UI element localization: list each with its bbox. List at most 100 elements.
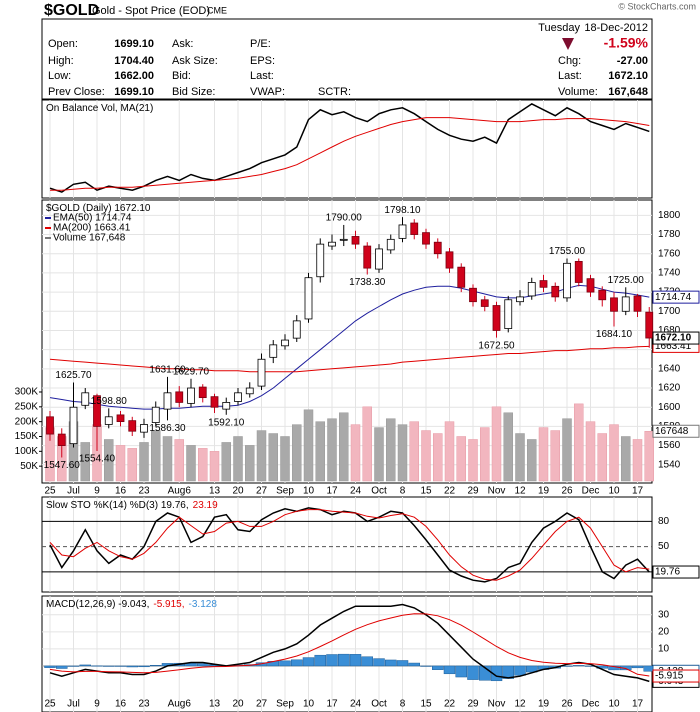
- panel-title: On Balance Vol, MA(21): [46, 103, 153, 114]
- volume-bar: [256, 430, 267, 482]
- x-tick-label: 16: [115, 699, 127, 710]
- candle-body: [574, 260, 583, 283]
- quote-label: P/E:: [250, 38, 271, 50]
- indicator-line: [49, 613, 650, 677]
- histogram-bar: [291, 659, 303, 667]
- moving-average: [49, 345, 650, 373]
- x-tick-label: 22: [444, 699, 456, 710]
- x-tick-label: 27: [256, 699, 268, 710]
- x-tick-label: Nov: [488, 699, 506, 710]
- panel-frame: [41, 595, 653, 712]
- x-tick-label: 26: [561, 486, 573, 497]
- x-tick-label: 13: [209, 486, 221, 497]
- price-annotation: 1598.80: [91, 396, 128, 407]
- candle-body: [516, 296, 524, 303]
- volume-bar: [632, 439, 643, 482]
- value-box: [652, 424, 700, 438]
- histogram-bar: [44, 665, 56, 668]
- volume-bar: [444, 421, 455, 482]
- x-tick-label: 10: [608, 486, 620, 497]
- candle-body: [198, 386, 207, 399]
- quote-value: -27.00: [617, 55, 648, 67]
- volume-bar: [503, 412, 513, 482]
- candle-body: [410, 222, 419, 235]
- price-annotation: 1554.40: [79, 454, 116, 465]
- quote-label: SCTR:: [318, 86, 351, 98]
- volume-bar: [456, 436, 466, 482]
- quote-label: Last:: [558, 70, 582, 82]
- volume-bar: [515, 433, 525, 482]
- x-tick-label: Dec: [582, 699, 600, 710]
- panel-title-part: On Balance Vol, MA(21): [46, 103, 153, 114]
- volume-bar: [527, 439, 537, 482]
- quote-label: VWAP:: [250, 86, 285, 98]
- candle-body: [292, 320, 301, 339]
- volume-bar: [315, 421, 325, 482]
- histogram-bar: [138, 665, 150, 668]
- candle-body: [433, 241, 442, 255]
- x-tick-label: 10: [608, 699, 620, 710]
- volume-bar: [339, 412, 349, 482]
- value-box-label: 1672.10: [655, 333, 692, 344]
- y-tick-label: 30: [658, 609, 670, 620]
- volume-bar: [397, 424, 408, 482]
- value-box: [652, 331, 700, 345]
- y-tick-label: 1640: [658, 363, 681, 374]
- x-tick-label: 20: [232, 699, 244, 710]
- candle-body: [69, 406, 78, 445]
- indicator-line: [50, 117, 650, 191]
- candle-body: [363, 245, 372, 269]
- candle-body: [269, 344, 278, 358]
- histogram-bar: [114, 665, 127, 667]
- price-annotation: 1631.60: [149, 365, 186, 376]
- value-box-label: 167648: [655, 426, 689, 437]
- candle-body: [621, 296, 630, 312]
- quote-value: 1699.10: [114, 38, 154, 50]
- value-box-label: 1714.74: [655, 292, 692, 303]
- candle-body: [563, 262, 571, 299]
- volume-bar: [139, 442, 149, 482]
- histogram-bar: [631, 665, 644, 669]
- volume-bar: [127, 448, 137, 482]
- x-tick-label: Sep: [276, 699, 294, 710]
- price-annotation: 1725.00: [608, 275, 645, 286]
- candle-body: [539, 280, 548, 288]
- volume-bar: [597, 433, 607, 482]
- volume-tick-label: 200K: [15, 416, 39, 427]
- histogram-bar: [420, 665, 432, 667]
- candle-body: [46, 416, 54, 435]
- volume-tick-label: 100K: [15, 446, 39, 457]
- histogram-bar: [103, 665, 115, 667]
- volume-bar: [644, 431, 654, 482]
- x-tick-label: 15: [420, 699, 432, 710]
- candle-body: [257, 358, 266, 387]
- candle-body: [339, 238, 348, 241]
- quote-label: Low:: [48, 70, 71, 82]
- volume-bar: [186, 445, 196, 482]
- candle-body: [469, 287, 477, 303]
- histogram-bar: [443, 665, 456, 675]
- quote-label: Chg:: [558, 55, 581, 67]
- y-tick-label: 1600: [658, 402, 681, 413]
- price-annotation: 1790.00: [326, 213, 363, 224]
- moving-average: [49, 284, 650, 410]
- candle-body: [210, 396, 219, 408]
- x-tick-label: 17: [326, 486, 338, 497]
- histogram-bar: [197, 663, 209, 667]
- value-box-label: -5.915: [655, 671, 684, 682]
- legend-entry: MA(200) 1663.41: [53, 223, 131, 234]
- date: 18-Dec-2012: [584, 22, 648, 34]
- volume-bar: [245, 445, 255, 482]
- legend-entry: EMA(50) 1714.74: [53, 213, 132, 224]
- x-tick-label: 24: [350, 699, 362, 710]
- price-annotation: 1738.30: [349, 277, 386, 288]
- quote-value: 1662.00: [114, 70, 154, 82]
- price-annotation: 1629.70: [173, 366, 210, 377]
- x-tick-label: 16: [115, 486, 127, 497]
- panel-frame: [41, 99, 653, 199]
- volume-bar: [303, 409, 314, 482]
- y-tick-label: 80: [658, 516, 670, 527]
- candle-body: [445, 251, 454, 269]
- candle-body: [93, 395, 101, 427]
- price-annotation: 1684.10: [596, 329, 633, 340]
